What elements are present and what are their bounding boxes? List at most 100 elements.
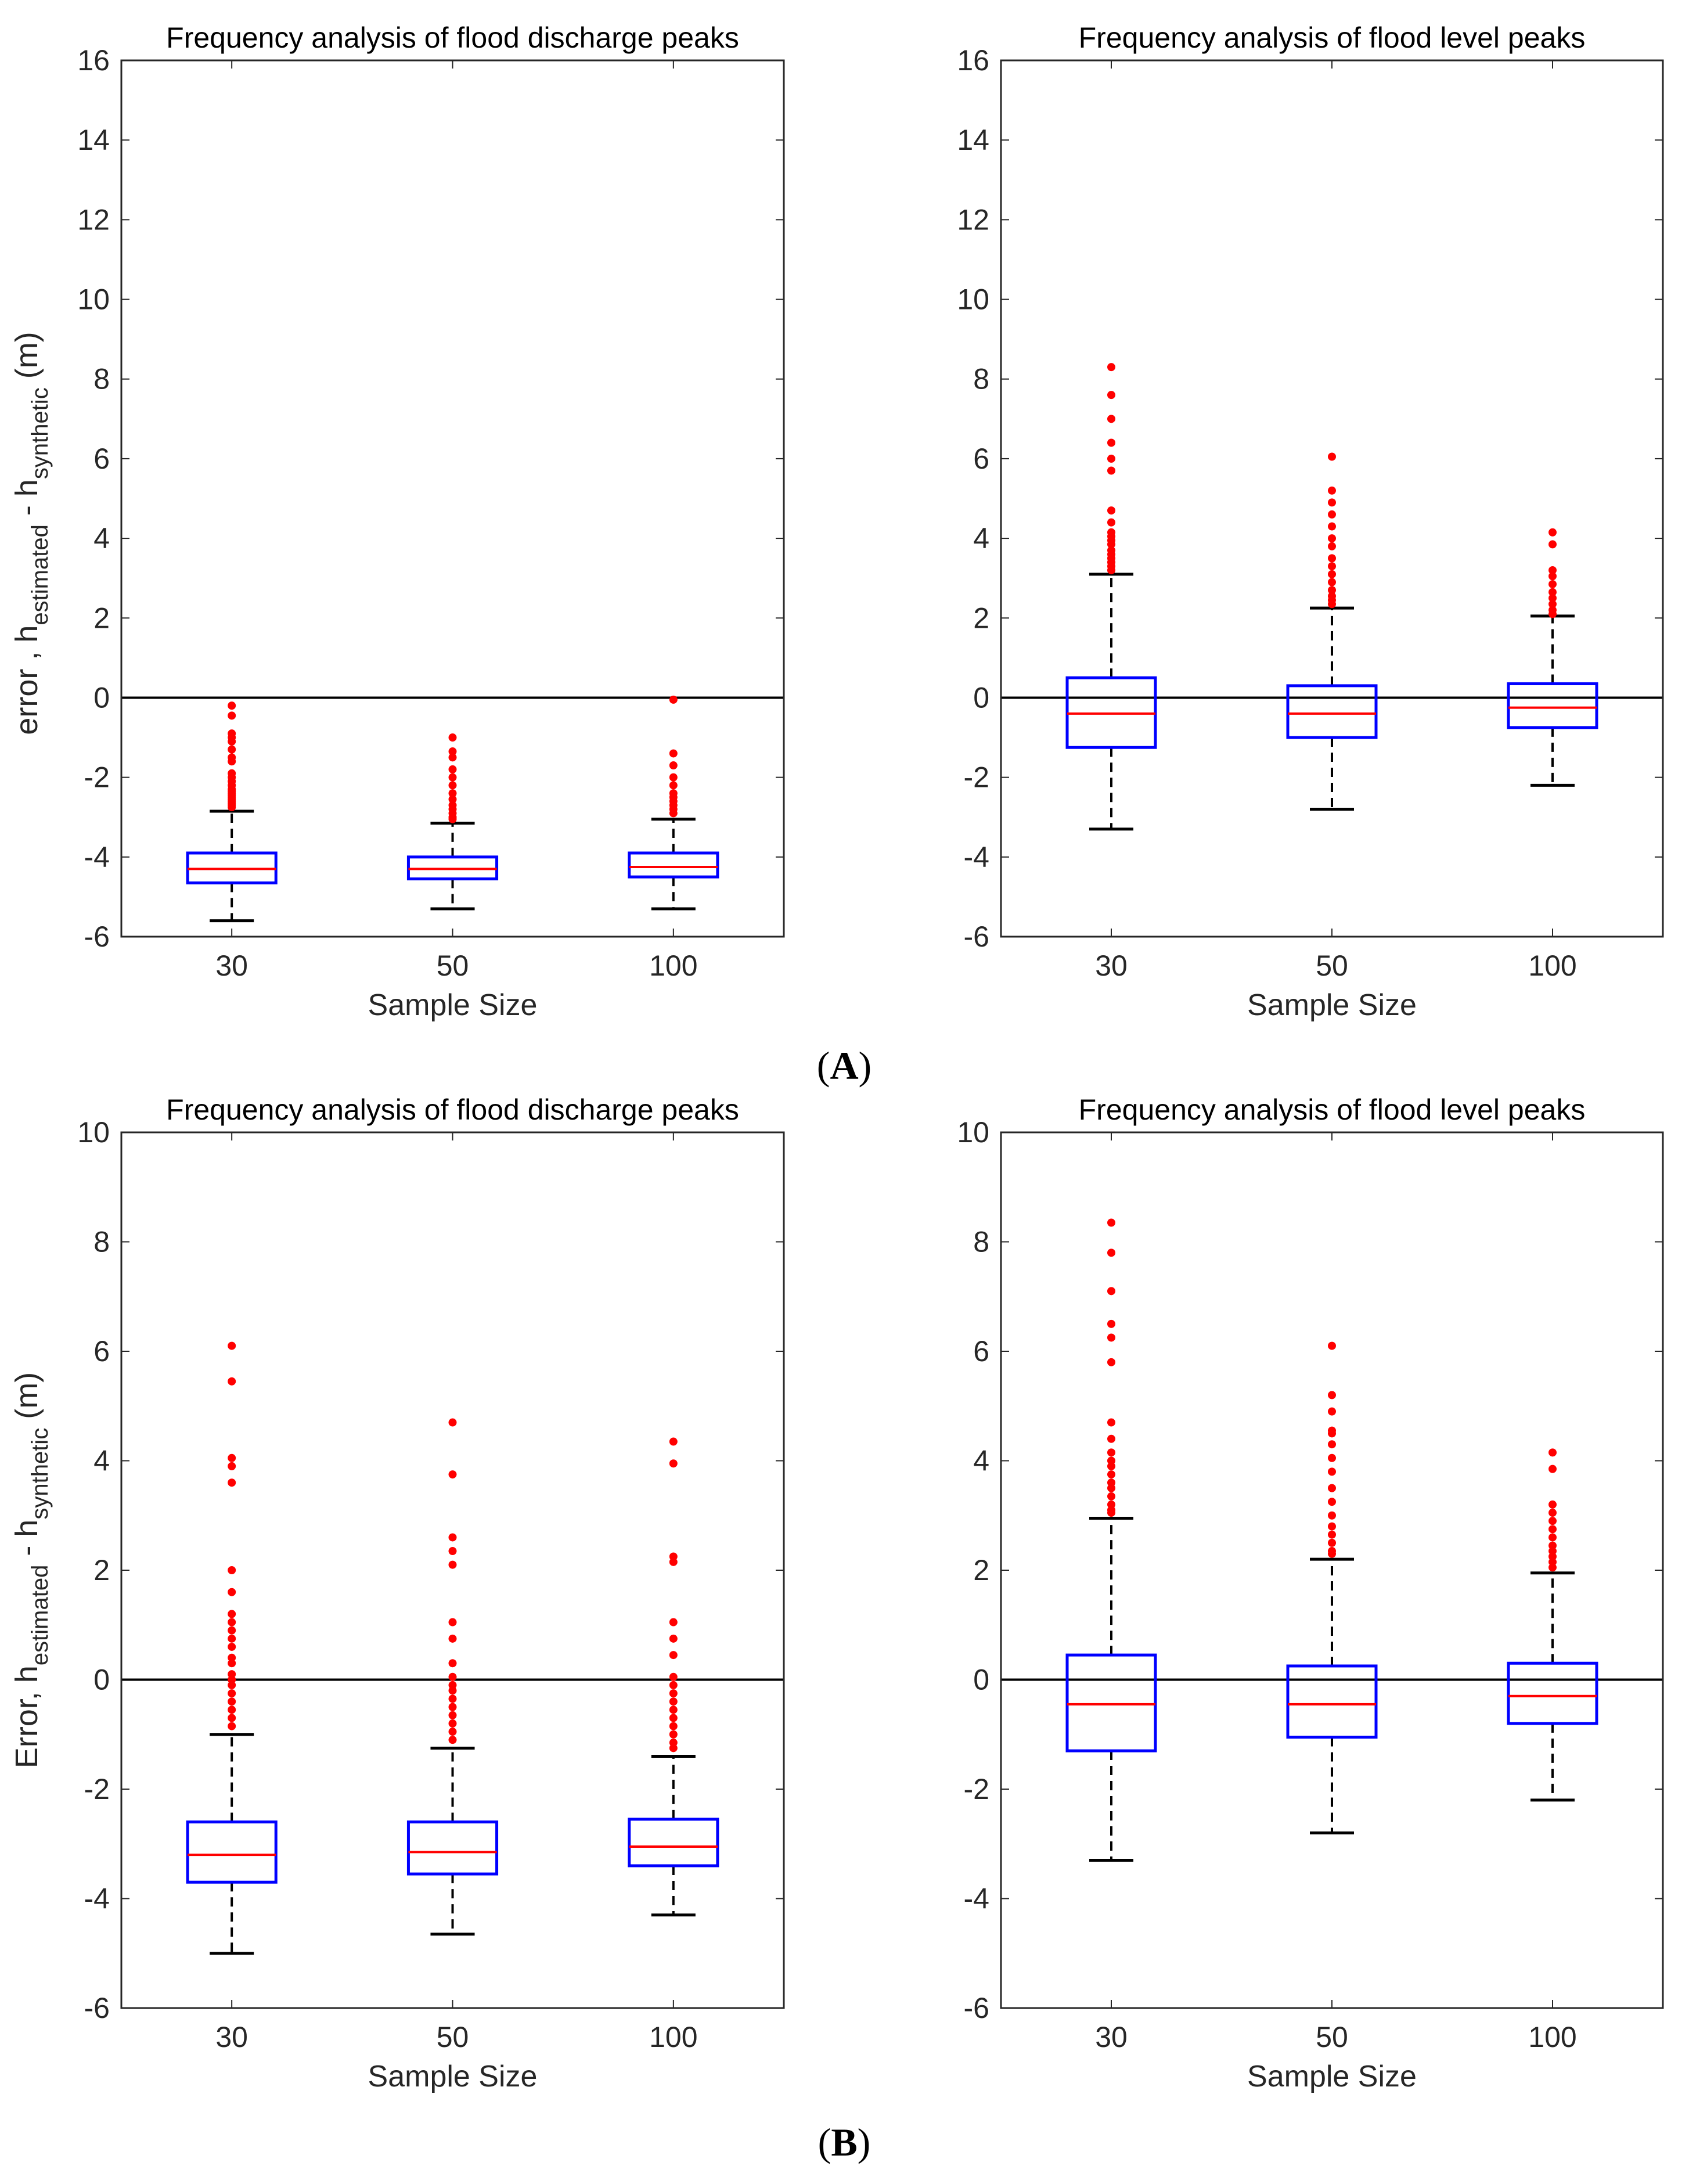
iqr-box	[1286, 684, 1378, 739]
outlier-point	[448, 1736, 457, 1744]
outlier-point	[1328, 534, 1336, 543]
outlier-point	[228, 1642, 236, 1651]
outlier-point	[448, 1470, 457, 1479]
outlier-point	[1328, 1440, 1336, 1449]
outlier-point	[448, 1418, 457, 1427]
y-tick-label: -4	[964, 841, 989, 873]
y-tick-label: 14	[957, 124, 989, 156]
outlier-point	[1548, 1500, 1557, 1509]
outlier-point	[448, 1703, 457, 1711]
outlier-point	[1107, 1470, 1115, 1479]
outlier-point	[228, 1722, 236, 1730]
outlier-point	[228, 1659, 236, 1668]
x-tick-label: 100	[649, 2021, 697, 2053]
outlier-point	[1548, 1525, 1557, 1534]
outlier-point	[1548, 528, 1557, 537]
outlier-point	[1328, 1453, 1336, 1462]
outlier-point	[1328, 522, 1336, 531]
iqr-box	[1507, 1661, 1598, 1725]
outlier-point	[1328, 498, 1336, 507]
outlier-point	[1328, 562, 1336, 571]
outlier-point	[669, 1618, 678, 1627]
outlier-point	[228, 1618, 236, 1627]
outlier-point	[448, 1711, 457, 1719]
outlier-point	[669, 809, 678, 818]
outlier-point	[448, 1719, 457, 1728]
outlier-point	[669, 1730, 678, 1739]
outlier-point	[228, 1706, 236, 1714]
outlier-point	[228, 803, 236, 812]
outlier-point	[669, 1459, 678, 1468]
outlier-point	[669, 773, 678, 782]
outlier-point	[1328, 1498, 1336, 1506]
outlier-point	[669, 781, 678, 790]
outlier-point	[1328, 1484, 1336, 1492]
outlier-point	[669, 1634, 678, 1643]
outlier-point	[1328, 1511, 1336, 1520]
y-tick-label: 10	[77, 283, 110, 316]
outlier-point	[228, 1478, 236, 1487]
y-tick-label: 12	[77, 203, 110, 236]
outlier-point	[669, 1681, 678, 1689]
outlier-point	[1328, 554, 1336, 563]
box-group	[1286, 452, 1378, 811]
x-axis-title: Sample Size	[368, 2060, 538, 2093]
outlier-point	[1107, 454, 1115, 463]
outlier-point	[1328, 586, 1336, 595]
x-tick-label: 30	[1095, 2021, 1128, 2053]
outlier-point	[1328, 510, 1336, 519]
y-tick-label: 6	[93, 442, 110, 475]
outlier-point	[669, 749, 678, 758]
y-axis-title: error , hestimated - hsynthetic (m)	[9, 332, 53, 735]
y-tick-label: 0	[973, 1664, 989, 1696]
outlier-point	[1328, 1429, 1336, 1438]
outlier-point	[1328, 1407, 1336, 1416]
outlier-point	[1107, 1434, 1115, 1443]
y-tick-label: 2	[973, 1554, 989, 1586]
outlier-point	[1107, 1448, 1115, 1457]
iqr-box	[406, 1820, 499, 1876]
y-tick-label: 8	[973, 1226, 989, 1258]
outlier-point	[1328, 570, 1336, 578]
y-tick-label: 10	[957, 283, 989, 316]
outlier-point	[1548, 1533, 1557, 1542]
y-tick-label: 10	[77, 1116, 110, 1149]
iqr-box	[1507, 682, 1598, 729]
box-group	[1065, 1218, 1157, 1862]
y-axis-title: Error, hestimated - hsynthetic (m)	[9, 1372, 53, 1768]
chart-a-discharge-peaks: Frequency analysis of flood discharge pe…	[9, 21, 785, 1022]
y-tick-label: 12	[957, 203, 989, 236]
y-tick-label: 8	[973, 363, 989, 395]
outlier-point	[228, 1453, 236, 1462]
y-tick-label: 4	[93, 1445, 110, 1477]
outlier-point	[228, 1634, 236, 1643]
axes-frame	[1000, 1131, 1664, 2009]
outlier-point	[1107, 566, 1115, 574]
outlier-point	[448, 1694, 457, 1703]
outlier-point	[1107, 1509, 1115, 1517]
axes-frame	[120, 59, 785, 938]
outlier-point	[228, 1462, 236, 1470]
x-tick-label: 100	[649, 949, 697, 982]
outlier-point	[448, 733, 457, 742]
box-group	[1507, 1448, 1598, 1802]
y-tick-label: 2	[93, 602, 110, 634]
iqr-box	[1286, 1664, 1378, 1739]
x-axis-title: Sample Size	[368, 988, 538, 1022]
axes-frame	[1000, 59, 1664, 938]
outlier-point	[1107, 1484, 1115, 1492]
y-tick-label: 6	[93, 1335, 110, 1368]
y-tick-label: 8	[93, 1226, 110, 1258]
y-tick-label: 10	[957, 1116, 989, 1149]
panel-label-b: (B)	[818, 2120, 871, 2164]
box-group	[628, 695, 719, 911]
outlier-point	[448, 753, 457, 762]
outlier-point	[1548, 580, 1557, 588]
x-axis-title: Sample Size	[1247, 2060, 1417, 2093]
outlier-point	[669, 1744, 678, 1753]
y-tick-label: -2	[84, 761, 110, 794]
outlier-point	[228, 1341, 236, 1350]
y-tick-label: 14	[77, 124, 110, 156]
y-tick-label: -2	[84, 1773, 110, 1805]
